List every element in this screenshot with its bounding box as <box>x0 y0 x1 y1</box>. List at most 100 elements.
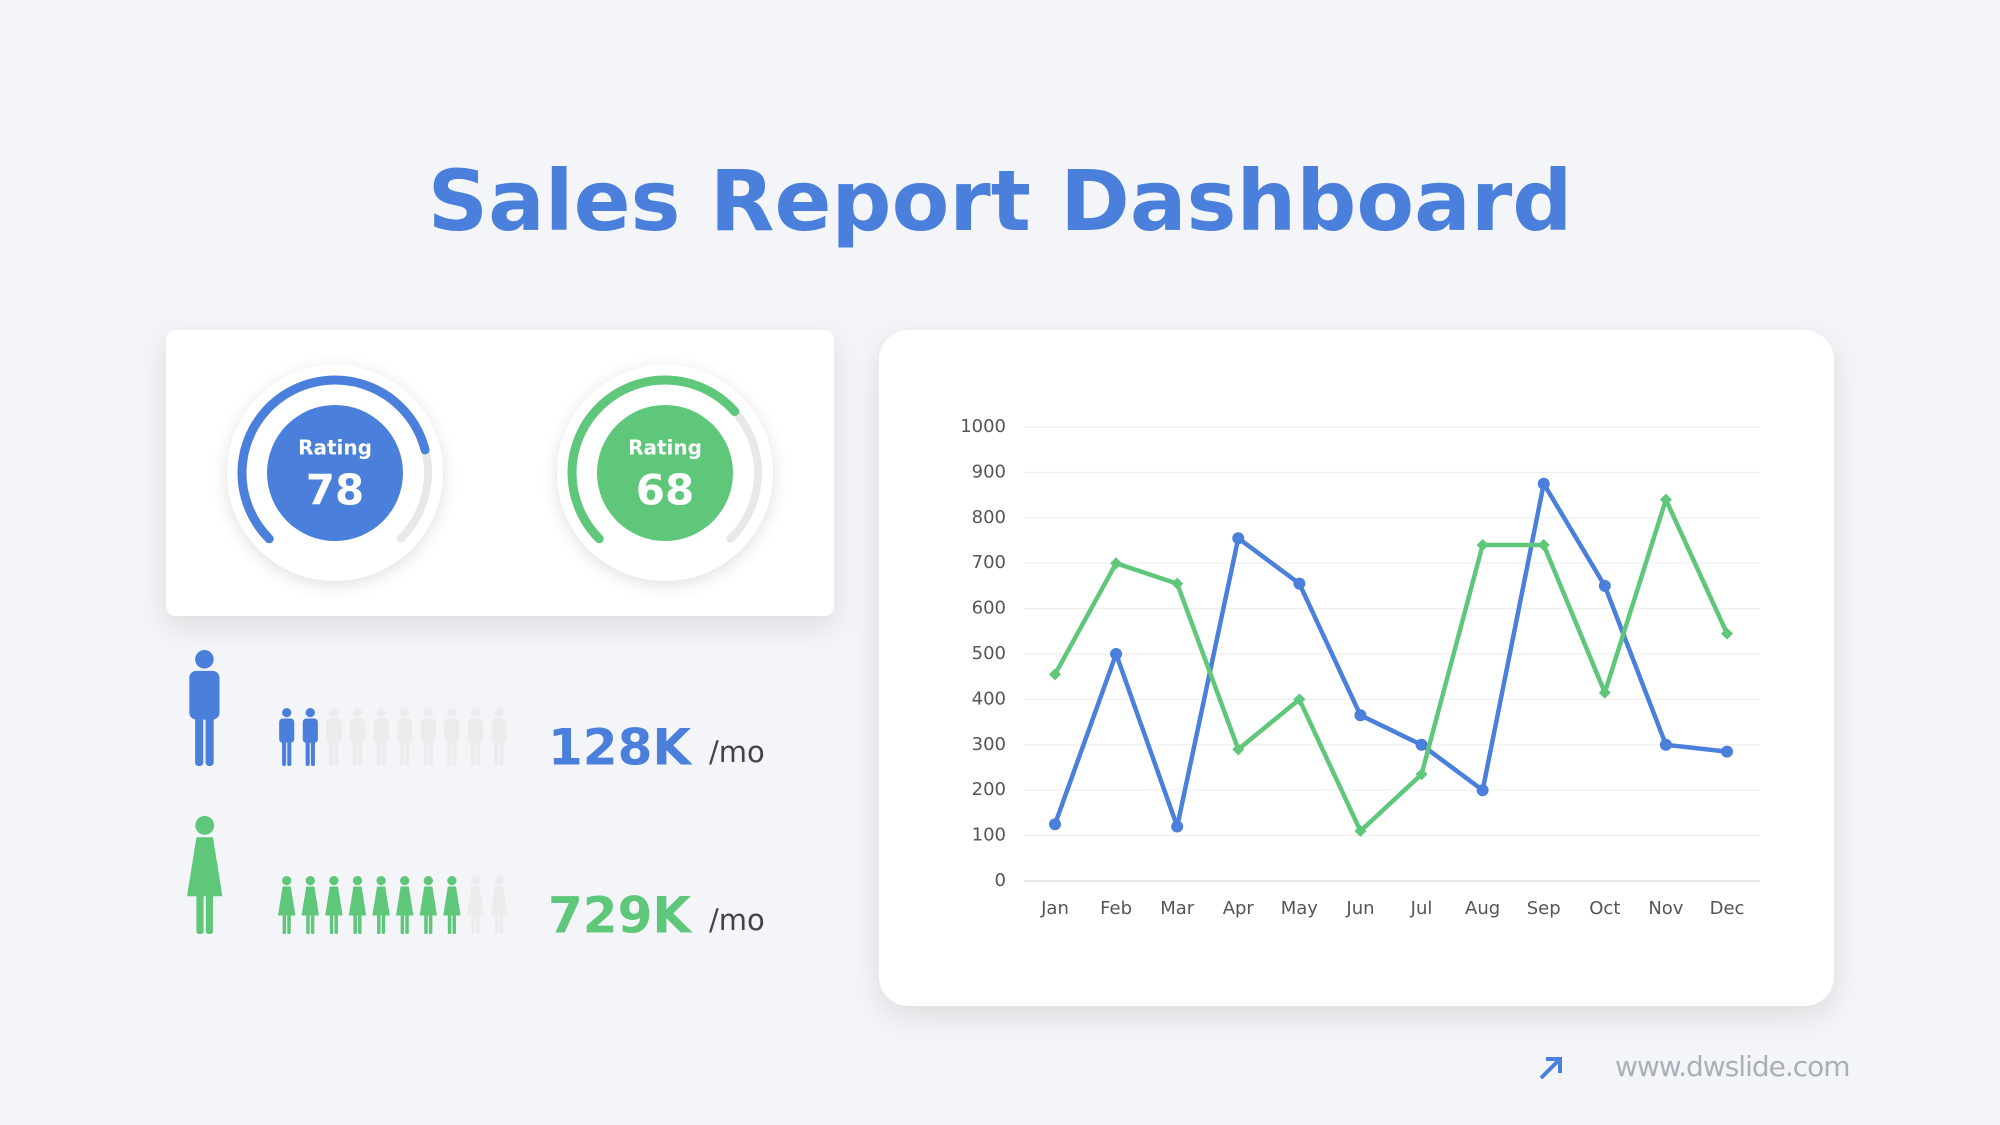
gauge-label: Rating <box>628 436 702 460</box>
data-point <box>1049 668 1061 681</box>
icon-leg <box>452 913 456 934</box>
icon-head <box>470 876 481 886</box>
data-point <box>1537 539 1550 552</box>
gauge-center <box>267 405 403 541</box>
data-point <box>1171 577 1184 590</box>
icon-head <box>329 708 339 718</box>
icon-leg <box>305 737 310 766</box>
icon-head <box>305 708 315 718</box>
icon-leg <box>471 913 475 934</box>
icon-body <box>491 718 507 743</box>
x-tick-label: May <box>1281 898 1319 919</box>
icon-leg <box>205 891 213 934</box>
icon-head <box>282 876 292 886</box>
icon-leg <box>495 913 499 934</box>
male-icon <box>397 708 413 766</box>
icon-leg <box>352 737 357 766</box>
data-point <box>1354 709 1367 722</box>
icon-dress <box>466 886 485 916</box>
male-icon <box>302 708 318 766</box>
icon-body <box>326 718 342 743</box>
female-icon <box>348 876 367 934</box>
gauge-arc <box>567 375 740 544</box>
icon-leg <box>447 737 452 766</box>
gauge-label: Rating <box>298 436 372 460</box>
y-tick-label: 0 <box>995 870 1006 891</box>
icon-head <box>400 876 410 886</box>
icon-dress <box>396 886 414 916</box>
icon-head <box>195 650 214 669</box>
female-icon <box>443 876 461 934</box>
icon-body <box>279 718 295 743</box>
icon-head <box>376 708 386 718</box>
x-tick-label: Nov <box>1648 898 1683 919</box>
icon-body <box>444 718 460 743</box>
icon-leg <box>423 737 428 766</box>
data-point <box>1232 743 1245 756</box>
icon-leg <box>358 913 362 934</box>
female-icon <box>419 876 437 934</box>
x-tick-label: Oct <box>1589 898 1620 919</box>
female-icon <box>466 876 485 934</box>
male-icon <box>189 650 220 766</box>
icon-leg <box>405 913 409 934</box>
icon-leg <box>381 737 386 766</box>
x-tick-label: Jan <box>1040 898 1069 919</box>
data-point <box>1415 768 1428 781</box>
female-icon <box>187 816 223 934</box>
male-icon <box>373 708 389 766</box>
icon-leg <box>310 913 315 934</box>
female-icon <box>278 876 296 934</box>
data-point <box>1659 493 1672 506</box>
icon-dress <box>419 886 437 916</box>
icon-leg <box>282 737 287 766</box>
icon-leg <box>287 913 291 934</box>
stat-value: 729K <box>548 887 693 945</box>
icon-leg <box>470 737 475 766</box>
icon-leg <box>196 891 204 934</box>
icon-head <box>423 876 433 886</box>
icon-leg <box>381 913 386 934</box>
icon-body <box>397 718 413 743</box>
icon-leg <box>306 913 310 934</box>
icon-leg <box>329 737 334 766</box>
footer: www.dwslide.com <box>1615 1050 1850 1083</box>
icon-leg <box>282 913 287 934</box>
icon-leg <box>310 737 315 766</box>
x-tick-label: Apr <box>1223 898 1255 919</box>
data-point <box>1354 825 1367 838</box>
icon-leg <box>334 913 338 934</box>
icon-dress <box>372 886 390 916</box>
icon-leg <box>353 913 357 934</box>
x-tick-label: Aug <box>1465 898 1500 919</box>
data-point <box>1110 557 1123 570</box>
data-point <box>1293 577 1306 590</box>
gauge-value: 68 <box>636 466 694 515</box>
footer-arrow <box>1539 1057 1562 1080</box>
icon-head <box>352 708 363 718</box>
male-icon <box>326 708 342 766</box>
icon-leg <box>476 737 481 766</box>
icon-head <box>282 708 292 718</box>
icon-leg <box>499 737 504 766</box>
data-point <box>1659 738 1672 751</box>
icon-leg <box>205 708 214 766</box>
gauge-center <box>597 405 733 541</box>
icon-leg <box>358 737 363 766</box>
male-icon <box>491 708 507 766</box>
icon-leg <box>428 913 433 934</box>
male-icon <box>279 708 295 766</box>
y-tick-label: 300 <box>972 734 1006 755</box>
data-point <box>1476 784 1489 797</box>
data-point <box>1476 539 1489 552</box>
icon-leg <box>476 913 480 934</box>
y-tick-label: 200 <box>972 779 1006 800</box>
data-point <box>1293 693 1306 706</box>
data-point <box>1598 686 1611 699</box>
icon-body <box>420 718 436 743</box>
icon-leg <box>377 913 381 934</box>
icon-leg <box>428 737 433 766</box>
y-tick-label: 400 <box>972 688 1006 709</box>
female-icon <box>301 876 319 934</box>
y-tick-label: 600 <box>972 598 1006 619</box>
